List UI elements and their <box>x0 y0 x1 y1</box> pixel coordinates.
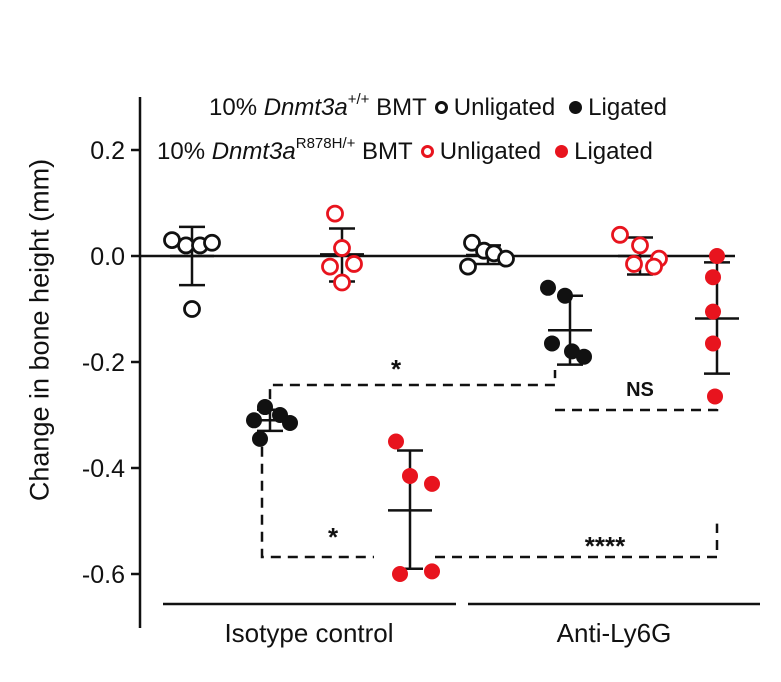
y-axis-label: Change in bone height (mm) <box>24 158 55 502</box>
data-point <box>497 249 515 268</box>
data-point <box>333 239 351 257</box>
data-point <box>321 257 339 276</box>
significance-label: * <box>328 522 339 552</box>
data-point <box>707 388 723 405</box>
data-point <box>705 303 721 320</box>
legend-open-black-marker <box>434 100 448 114</box>
legend-wt-unligated: Unligated <box>453 94 556 121</box>
legend-filled-black-marker <box>569 100 583 114</box>
data-point <box>709 248 725 264</box>
legend-mut-unligated: Unligated <box>439 138 542 165</box>
data-point <box>252 430 268 447</box>
data-point <box>463 233 481 252</box>
data-point <box>540 279 556 296</box>
y-tick-label: -0.2 <box>82 349 125 377</box>
data-point <box>183 300 201 318</box>
data-point <box>345 255 363 273</box>
significance-label: * <box>391 354 402 384</box>
group-label: Isotype control <box>224 618 393 648</box>
legend-open-red-marker <box>420 144 434 158</box>
legend-wt-genotype: +/+ <box>347 91 370 108</box>
legend-wt-ligated: Ligated <box>588 94 667 121</box>
legend-wt-suffix: BMT <box>369 94 427 121</box>
comparison-bracket <box>268 369 557 400</box>
comparison-bracket <box>555 404 719 412</box>
data-point <box>203 233 221 252</box>
y-tick-label: -0.4 <box>82 455 125 483</box>
data-point <box>544 335 560 352</box>
data-point <box>459 257 477 276</box>
data-point <box>705 335 721 352</box>
data-point <box>246 412 262 429</box>
significance-label: NS <box>626 379 654 401</box>
data-marks <box>163 204 739 582</box>
comparison-bracket <box>260 446 374 559</box>
data-point <box>557 287 573 304</box>
legend-mut-suffix: BMT <box>355 138 413 165</box>
significance-label: **** <box>585 531 626 561</box>
legend-wt-gene: Dnmt3a <box>263 94 348 121</box>
legend-row-wt: 10% Dnmt3a+/+ BMT Unligated Ligated <box>209 91 667 122</box>
legend-mut-ligated: Ligated <box>574 138 653 165</box>
data-point <box>333 273 351 292</box>
data-point <box>424 563 440 580</box>
comparison-bracket <box>435 523 719 559</box>
y-tick-label: 0.0 <box>90 243 125 271</box>
data-point <box>564 343 580 360</box>
legend-filled-red-marker <box>555 144 569 158</box>
data-point <box>631 236 649 255</box>
legend-mut-gene: Dnmt3a <box>211 138 296 165</box>
y-tick-label: 0.2 <box>90 137 125 165</box>
data-point <box>282 414 298 431</box>
data-point <box>424 475 440 492</box>
data-point <box>326 204 344 223</box>
data-point <box>705 269 721 286</box>
data-point <box>645 257 663 276</box>
legend-row-mut: 10% Dnmt3aR878H/+ BMT Unligated Ligated <box>157 135 653 166</box>
data-point <box>576 348 592 365</box>
group-label: Anti-Ly6G <box>557 618 672 648</box>
data-point <box>402 467 418 484</box>
axes: 0.2 0.0 -0.2 -0.4 -0.6 Isotype control Anti-Ly… <box>82 97 760 648</box>
legend-mut-genotype: R878H/+ <box>295 135 356 152</box>
y-tick-label: -0.6 <box>82 561 125 589</box>
legend-wt-prefix: 10% <box>209 94 264 121</box>
annotations: *NS* **** <box>260 354 719 561</box>
data-point <box>388 433 404 450</box>
legend-mut-prefix: 10% <box>157 138 212 165</box>
data-point <box>257 399 273 416</box>
data-point <box>611 225 629 244</box>
data-point <box>625 255 643 273</box>
data-point <box>392 566 408 582</box>
